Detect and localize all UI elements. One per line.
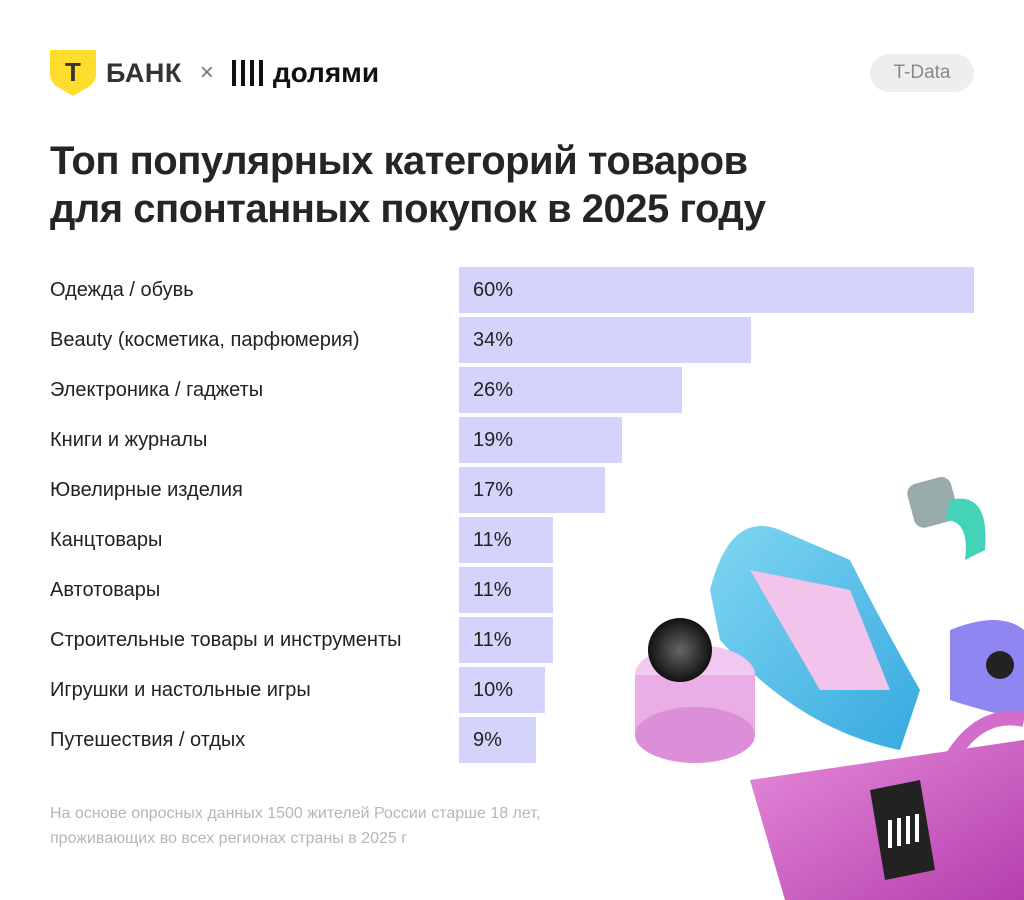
value-label: 34% xyxy=(473,329,514,351)
tbank-wordmark: БАНК xyxy=(106,57,182,88)
tbank-letter: T xyxy=(65,57,81,87)
shopping-illustration xyxy=(635,477,1024,900)
category-label: Игрушки и настольные игры xyxy=(50,679,311,701)
category-label: Канцтовары xyxy=(50,529,163,551)
bar xyxy=(459,717,537,763)
value-label: 17% xyxy=(473,479,514,501)
bar-row: Путешествия / отдых 9% xyxy=(0,717,1024,763)
bar-row: Автотовары 11% xyxy=(0,567,1024,613)
tbank-shield-logo: T xyxy=(50,50,96,96)
chart-title: Топ популярных категорий товаров для спо… xyxy=(50,137,766,233)
bar-row: Строительные товары и инструменты 11% xyxy=(0,617,1024,663)
bar-row: Канцтовары 11% xyxy=(0,517,1024,563)
category-label: Автотовары xyxy=(50,579,161,601)
footnote-line: На основе опросных данных 1500 жителей Р… xyxy=(50,805,541,822)
separator: × xyxy=(199,59,214,86)
watch-icon xyxy=(907,477,986,560)
value-label: 19% xyxy=(473,429,514,451)
value-label: 10% xyxy=(473,679,514,701)
category-label: Ювелирные изделия xyxy=(50,479,243,501)
value-label: 60% xyxy=(473,279,514,301)
bar-row: Одежда / обувь 60% xyxy=(0,267,1024,313)
bar xyxy=(459,567,554,613)
controller-icon xyxy=(950,620,1024,720)
category-label: Beauty (косметика, парфюмерия) xyxy=(50,329,360,351)
value-label: 11% xyxy=(473,529,512,551)
bar-row: Электроника / гаджеты 26% xyxy=(0,367,1024,413)
dolyami-wordmark: долями xyxy=(272,57,380,88)
sneaker-icon xyxy=(710,526,920,750)
category-label: Электроника / гаджеты xyxy=(50,379,264,401)
bar-row: Beauty (косметика, парфюмерия) 34% xyxy=(0,317,1024,363)
category-label: Одежда / обувь xyxy=(50,279,194,301)
footnote: На основе опросных данных 1500 жителей Р… xyxy=(50,801,540,851)
bar-row: Ювелирные изделия 17% xyxy=(0,467,1024,513)
dolyami-logo: долями xyxy=(231,57,380,89)
bar xyxy=(459,667,545,713)
bar xyxy=(459,417,623,463)
footnote-line: проживающих во всех регионах страны в 20… xyxy=(50,830,408,847)
category-label: Путешествия / отдых xyxy=(50,729,246,751)
jar-icon xyxy=(635,618,755,763)
category-label: Книги и журналы xyxy=(50,429,208,451)
value-label: 11% xyxy=(473,579,512,601)
value-label: 11% xyxy=(473,629,512,651)
bar xyxy=(459,317,751,363)
bar xyxy=(459,517,554,563)
title-line: Топ популярных категорий товаров xyxy=(50,139,748,183)
bar xyxy=(459,617,554,663)
bar-row: Игрушки и настольные игры 10% xyxy=(0,667,1024,713)
dolyami-bars-icon xyxy=(231,60,263,86)
bar xyxy=(459,367,683,413)
value-label: 9% xyxy=(473,729,502,751)
brand-logos: T БАНК × долями xyxy=(50,50,379,96)
title-line: для спонтанных покупок в 2025 году xyxy=(50,187,766,231)
value-label: 26% xyxy=(473,379,514,401)
tdata-badge: T-Data xyxy=(870,54,974,92)
bar-row: Книги и журналы 19% xyxy=(0,417,1024,463)
bar xyxy=(459,267,974,313)
category-label: Строительные товары и инструменты xyxy=(50,629,402,651)
price-tag-icon xyxy=(870,780,935,880)
bar xyxy=(459,467,605,513)
